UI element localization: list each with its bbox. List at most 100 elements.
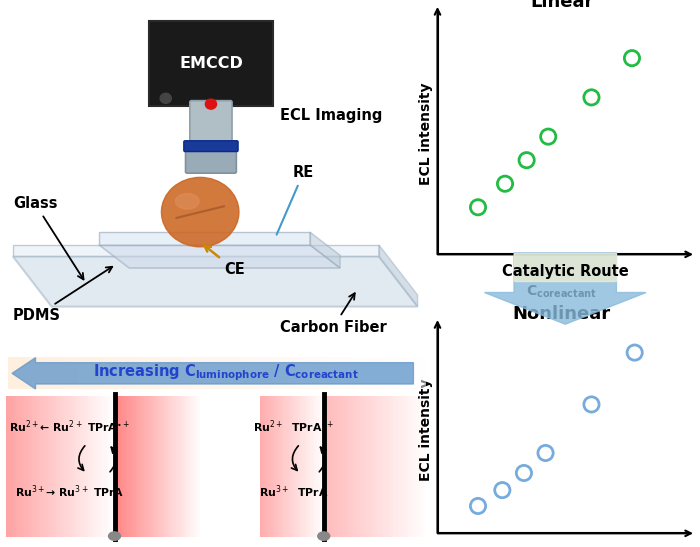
Polygon shape xyxy=(99,232,310,245)
Bar xyxy=(13,395,16,537)
Bar xyxy=(147,357,154,389)
Bar xyxy=(125,395,127,537)
Bar xyxy=(43,357,50,389)
Bar xyxy=(48,395,51,537)
Bar xyxy=(293,395,295,537)
Bar xyxy=(321,395,322,537)
Bar xyxy=(78,395,80,537)
Bar xyxy=(403,395,406,537)
Bar xyxy=(130,395,132,537)
Bar xyxy=(16,395,19,537)
Bar xyxy=(357,395,360,537)
Text: Ru$^{3+}$→ Ru$^{3+}$ TPrA: Ru$^{3+}$→ Ru$^{3+}$ TPrA xyxy=(15,484,125,500)
Bar xyxy=(155,395,158,537)
Bar xyxy=(78,357,85,389)
FancyArrow shape xyxy=(12,358,414,389)
Bar xyxy=(15,357,22,389)
Bar xyxy=(400,395,403,537)
Bar xyxy=(183,395,185,537)
Bar xyxy=(75,395,78,537)
Point xyxy=(521,156,532,165)
Bar xyxy=(67,395,70,537)
Text: RE: RE xyxy=(276,165,314,235)
Bar xyxy=(121,395,123,537)
Bar xyxy=(29,395,32,537)
Bar xyxy=(322,395,324,537)
Bar xyxy=(99,357,106,389)
Bar xyxy=(317,395,319,537)
Bar xyxy=(363,357,370,389)
Bar xyxy=(273,357,280,389)
Bar xyxy=(377,357,384,389)
Bar xyxy=(62,395,64,537)
Bar xyxy=(57,357,64,389)
Polygon shape xyxy=(13,257,418,306)
Polygon shape xyxy=(379,245,418,306)
Bar xyxy=(349,357,356,389)
Bar xyxy=(203,357,210,389)
Bar xyxy=(424,395,426,537)
Bar xyxy=(391,395,393,537)
Bar xyxy=(43,395,46,537)
Bar xyxy=(161,357,168,389)
Bar xyxy=(56,395,59,537)
Bar xyxy=(140,395,142,537)
Bar xyxy=(138,395,140,537)
Bar xyxy=(290,395,292,537)
Bar xyxy=(303,395,304,537)
Point xyxy=(542,132,554,141)
FancyBboxPatch shape xyxy=(184,141,238,152)
Bar xyxy=(263,395,265,537)
Bar xyxy=(102,395,104,537)
Bar xyxy=(370,357,377,389)
Bar xyxy=(380,395,383,537)
Bar xyxy=(191,395,193,537)
Bar xyxy=(286,395,287,537)
Bar xyxy=(113,357,120,389)
Bar xyxy=(308,395,309,537)
Bar xyxy=(259,357,266,389)
Bar xyxy=(92,357,99,389)
FancyBboxPatch shape xyxy=(148,21,274,106)
Bar xyxy=(134,395,136,537)
Bar xyxy=(337,395,339,537)
Bar xyxy=(51,395,54,537)
Bar xyxy=(71,357,78,389)
Bar xyxy=(132,395,134,537)
Bar xyxy=(260,395,261,537)
Bar xyxy=(27,395,29,537)
Bar xyxy=(144,395,146,537)
Bar xyxy=(19,395,22,537)
Bar xyxy=(46,395,48,537)
Point xyxy=(499,179,510,188)
Bar xyxy=(29,357,36,389)
Point xyxy=(540,449,551,457)
Point xyxy=(518,469,529,478)
Bar xyxy=(22,395,24,537)
Bar xyxy=(370,395,372,537)
Bar xyxy=(158,395,160,537)
Bar xyxy=(282,395,284,537)
Bar xyxy=(168,395,170,537)
Bar xyxy=(88,395,91,537)
Circle shape xyxy=(318,532,330,540)
Bar xyxy=(312,395,314,537)
Bar xyxy=(110,395,113,537)
Bar xyxy=(393,395,395,537)
Bar xyxy=(107,395,110,537)
Bar xyxy=(362,395,365,537)
Bar xyxy=(308,357,314,389)
Bar xyxy=(365,395,368,537)
Bar xyxy=(59,395,62,537)
Bar xyxy=(270,395,271,537)
Bar xyxy=(266,395,267,537)
Bar xyxy=(136,395,138,537)
Bar xyxy=(328,357,335,389)
Bar xyxy=(94,395,97,537)
Bar xyxy=(287,357,294,389)
Bar xyxy=(153,395,155,537)
Bar xyxy=(185,395,187,537)
Point xyxy=(473,203,484,212)
Bar xyxy=(164,395,166,537)
Bar xyxy=(189,357,196,389)
